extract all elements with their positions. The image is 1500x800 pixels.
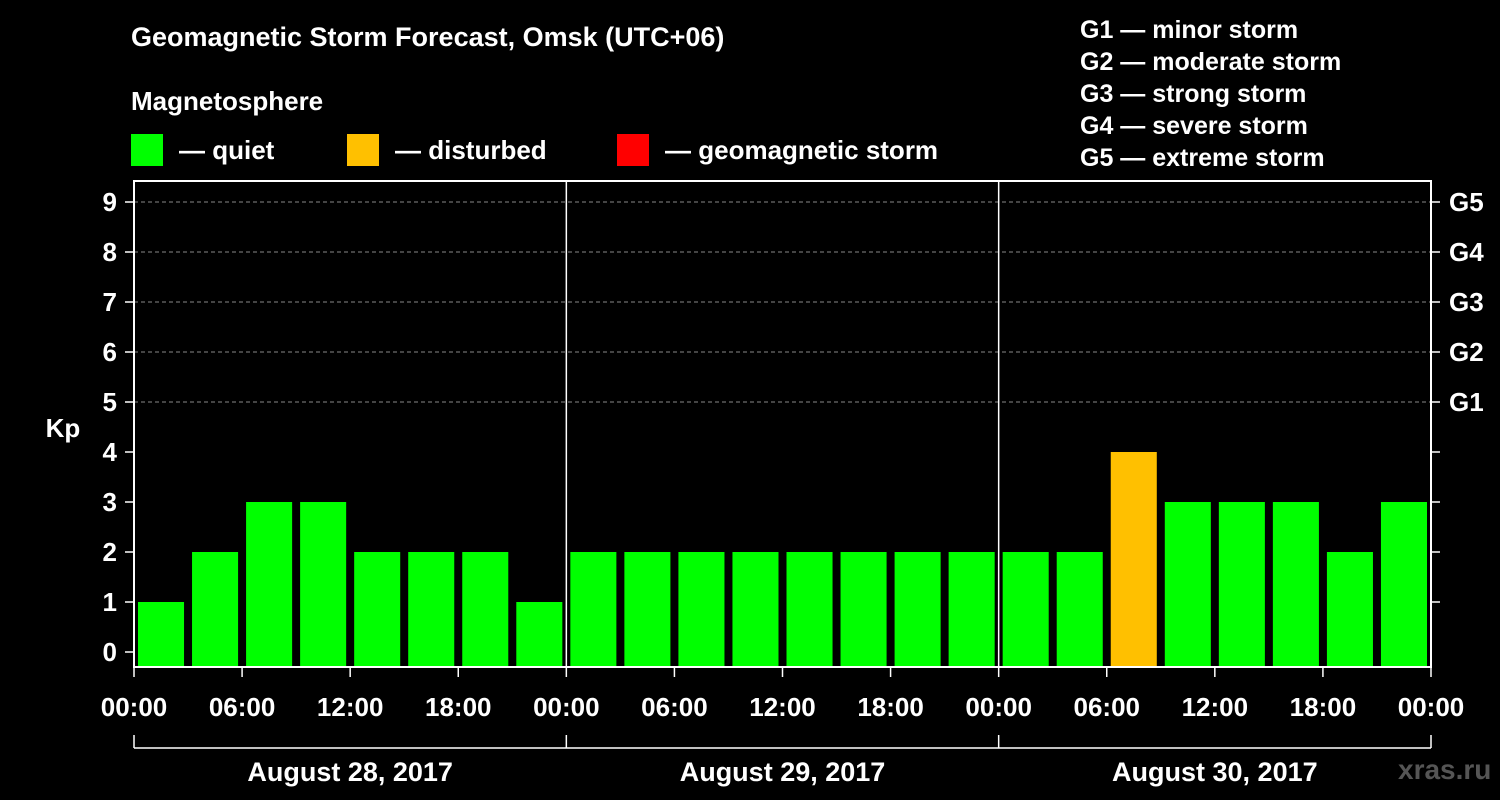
y-tick-label-2: 2	[103, 537, 117, 567]
g-scale-label-g1: G1	[1449, 387, 1484, 417]
g-scale-label-g2: G2	[1449, 337, 1484, 367]
kp-bar-13	[840, 552, 887, 667]
legend-swatch-quiet	[131, 134, 163, 166]
legend-swatch-disturbed	[347, 134, 379, 166]
y-tick-label-5: 5	[103, 387, 117, 417]
y-tick-label-7: 7	[103, 287, 117, 317]
kp-bar-22	[1326, 552, 1373, 667]
kp-bar-1	[192, 552, 239, 667]
kp-bar-16	[1002, 552, 1049, 667]
kp-bar-14	[894, 552, 941, 667]
kp-bar-10	[678, 552, 725, 667]
legend-subtitle: Magnetosphere	[131, 86, 324, 116]
g-legend-g5: G5 — extreme storm	[1080, 144, 1325, 172]
kp-bar-2	[246, 502, 293, 667]
watermark: xras.ru	[1398, 754, 1492, 785]
x-tick-label-1: 06:00	[209, 692, 276, 722]
g-legend-g4: G4 — severe storm	[1080, 112, 1308, 140]
kp-bar-5	[408, 552, 455, 667]
x-tick-label-2: 12:00	[317, 692, 384, 722]
day-label-2: August 30, 2017	[1112, 757, 1318, 787]
g-legend-g1: G1 — minor storm	[1080, 16, 1299, 44]
kp-bar-17	[1056, 552, 1103, 667]
x-tick-label-9: 06:00	[1074, 692, 1141, 722]
y-tick-label-1: 1	[103, 587, 117, 617]
kp-bar-20	[1218, 502, 1265, 667]
y-tick-label-3: 3	[103, 487, 117, 517]
kp-bar-7	[516, 602, 563, 667]
legend-label-storm: — geomagnetic storm	[665, 134, 939, 165]
legend-item-storm: — geomagnetic storm	[617, 134, 938, 166]
g-scale-label-g4: G4	[1449, 237, 1484, 267]
kp-bar-12	[786, 552, 833, 667]
kp-bar-18	[1110, 452, 1157, 667]
x-tick-label-7: 18:00	[857, 692, 924, 722]
y-tick-label-4: 4	[103, 437, 118, 467]
y-tick-label-0: 0	[103, 637, 117, 667]
kp-bar-21	[1272, 502, 1319, 667]
x-tick-label-8: 00:00	[965, 692, 1032, 722]
y-axis-label: Kp	[46, 413, 81, 443]
legend-label-disturbed: — disturbed	[395, 134, 547, 165]
kp-bar-19	[1164, 502, 1211, 667]
kp-bar-0	[138, 602, 185, 667]
x-tick-label-11: 18:00	[1290, 692, 1357, 722]
x-tick-label-0: 00:00	[101, 692, 168, 722]
kp-bar-8	[570, 552, 617, 667]
y-tick-label-6: 6	[103, 337, 117, 367]
x-tick-label-12: 00:00	[1398, 692, 1465, 722]
y-tick-label-9: 9	[103, 187, 117, 217]
x-tick-label-10: 12:00	[1182, 692, 1249, 722]
kp-bar-9	[624, 552, 671, 667]
day-label-1: August 29, 2017	[680, 757, 886, 787]
kp-bar-11	[732, 552, 779, 667]
g-scale-label-g3: G3	[1449, 287, 1484, 317]
kp-bar-6	[462, 552, 509, 667]
x-tick-label-5: 06:00	[641, 692, 708, 722]
day-label-0: August 28, 2017	[247, 757, 453, 787]
legend-label-quiet: — quiet	[179, 134, 275, 165]
chart-title: Geomagnetic Storm Forecast, Omsk (UTC+06…	[131, 22, 725, 52]
kp-bar-23	[1380, 502, 1427, 667]
g-legend-g2: G2 — moderate storm	[1080, 48, 1342, 76]
kp-bar-4	[354, 552, 401, 667]
kp-bar-15	[948, 552, 995, 667]
x-tick-label-6: 12:00	[749, 692, 816, 722]
legend-swatch-storm	[617, 134, 649, 166]
x-tick-label-3: 18:00	[425, 692, 492, 722]
legend-item-quiet: — quiet	[131, 134, 274, 166]
g-scale-legend: G1 — minor storm G2 — moderate storm G3 …	[1080, 14, 1341, 174]
kp-bar-3	[300, 502, 347, 667]
g-legend-g3: G3 — strong storm	[1080, 80, 1307, 108]
x-tick-label-4: 00:00	[533, 692, 600, 722]
legend-item-disturbed: — disturbed	[347, 134, 547, 166]
y-tick-label-8: 8	[103, 237, 117, 267]
g-scale-label-g5: G5	[1449, 187, 1484, 217]
